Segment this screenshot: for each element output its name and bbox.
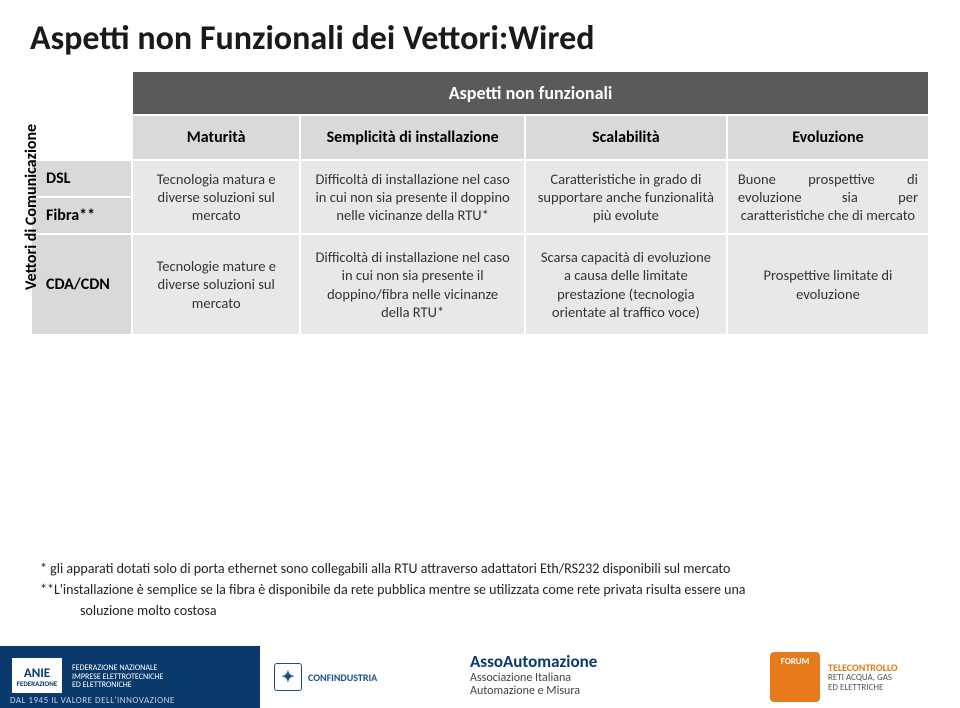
asso-sub2: Automazione e Misura [470,685,597,698]
cell-evoluzione-top: Buone prospettive di evoluzione sia per … [727,160,929,234]
footer-tagline: DAL 1945 IL VALORE DELL'INNOVAZIONE [0,693,185,708]
forum-line1: TELECONTROLLO [828,662,898,673]
anie-desc-line: ED ELETTRONICHE [72,681,163,690]
cell-semplicita-bottom: Difficoltà di installazione nel caso in … [300,234,524,335]
cell-maturita-bottom: Tecnologie mature e diverse soluzioni su… [132,234,300,335]
forum-badge-icon: FORUM [770,652,820,702]
corner-cell [31,115,132,160]
page-title: Aspetti non Funzionali dei Vettori:Wired [0,0,960,69]
asso-title: AssoAutomazione [470,653,597,672]
table-top-header: Aspetti non funzionali [132,71,929,115]
anie-description: FEDERAZIONE NAZIONALE IMPRESE ELETTROTEC… [72,664,163,690]
footnotes: * gli apparati dotati solo di porta ethe… [40,560,920,623]
asso-sub1: Associazione Italiana [470,672,597,685]
cell-evoluzione-bottom: Prospettive limitate di evoluzione [727,234,929,335]
row-header-fibra: Fibra** [31,197,132,234]
cell-maturita-top: Tecnologia matura e diverse soluzioni su… [132,160,300,234]
anie-logo: ANIE FEDERAZIONE [12,658,62,696]
col-header-scalabilita: Scalabilità [525,115,727,160]
footnote-1: * gli apparati dotati solo di porta ethe… [40,560,920,579]
vertical-axis-label: Vettori di Comunicazione [22,124,41,290]
footer-bar: ANIE FEDERAZIONE FEDERAZIONE NAZIONALE I… [0,646,960,708]
comparison-table: Aspetti non funzionali Maturità Semplici… [30,70,930,336]
comparison-table-container: Vettori di Comunicazione Aspetti non fun… [30,70,930,336]
col-header-evoluzione: Evoluzione [727,115,929,160]
row-header-cda: CDA/CDN [31,234,132,335]
col-header-semplicita: Semplicità di installazione [300,115,524,160]
corner-cell [31,71,132,115]
forum-text: TELECONTROLLO RETI ACQUA, GAS ED ELETTRI… [828,662,898,693]
footnote-2: **L'installazione è semplice se la fibra… [40,581,920,600]
forum-line3: ED ELETTRICHE [828,683,898,693]
footnote-2-cont: soluzione molto costosa [40,602,920,621]
cell-scalabilita-top: Caratteristiche in grado di supportare a… [525,160,727,234]
row-header-dsl: DSL [31,160,132,197]
forum-block: FORUM TELECONTROLLO RETI ACQUA, GAS ED E… [770,652,940,702]
confindustria-icon: ✦ [274,663,302,691]
anie-logo-sub: FEDERAZIONE [17,680,58,687]
confindustria-label: CONFINDUSTRIA [308,671,377,684]
cell-scalabilita-bottom: Scarsa capacità di evoluzione a causa de… [525,234,727,335]
confindustria-block: ✦ CONFINDUSTRIA [274,663,377,691]
assoautomazione-block: AssoAutomazione Associazione Italiana Au… [470,653,597,698]
cell-semplicita-top: Difficoltà di installazione nel caso in … [300,160,524,234]
col-header-maturita: Maturità [132,115,300,160]
